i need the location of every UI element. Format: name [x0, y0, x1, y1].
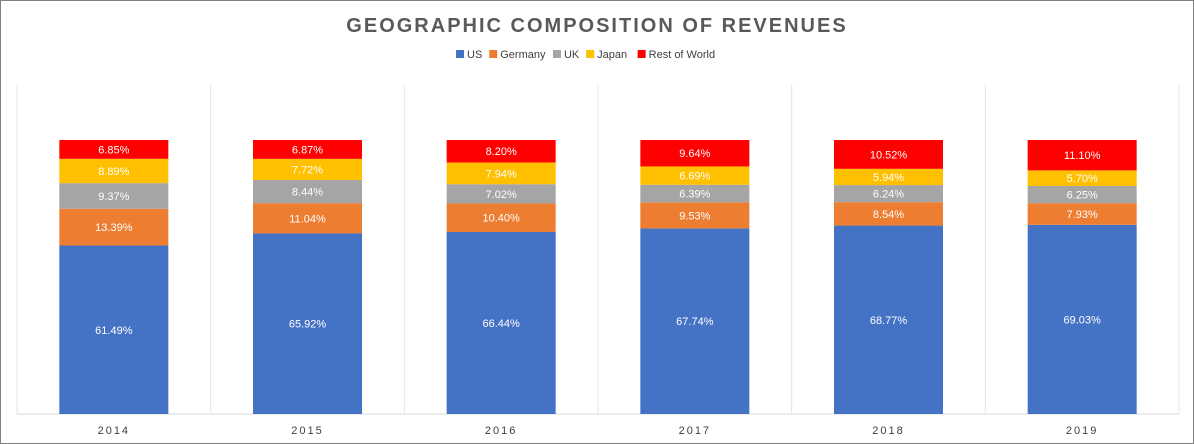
legend-label: Rest of World	[649, 49, 715, 61]
data-label-rest-of-world-2018: 10.52%	[870, 149, 908, 161]
bar-us-2019	[1027, 224, 1137, 414]
data-label-japan-2014: 8.89%	[98, 166, 129, 178]
bar-uk-2017	[640, 184, 750, 203]
x-tick-label: 2015	[291, 425, 323, 437]
legend-label: Germany	[500, 49, 546, 61]
data-label-uk-2016: 7.02%	[486, 189, 517, 201]
bar-us-2017	[640, 228, 750, 414]
data-label-rest-of-world-2017: 9.64%	[679, 148, 710, 160]
legend-item-rest-of-world: Rest of World	[637, 49, 715, 61]
data-label-us-2019: 69.03%	[1064, 314, 1102, 326]
legend-label: US	[467, 49, 482, 61]
data-label-us-2018: 68.77%	[870, 315, 908, 327]
bar-us-2014	[59, 245, 169, 414]
x-tick-label: 2014	[98, 425, 130, 437]
bar-uk-2014	[59, 183, 169, 209]
bar-rest-of-world-2015	[253, 140, 362, 159]
bar-japan-2017	[640, 166, 750, 185]
bar-germany-2019	[1027, 203, 1137, 225]
legend-label: UK	[564, 49, 580, 61]
legend-label: Japan	[597, 49, 627, 61]
legend-swatch	[637, 50, 646, 58]
data-label-uk-2014: 9.37%	[98, 191, 129, 203]
plot-area: 61.49% 13.39% 9.37% 8.89% 6.85% 2014 65.92% 11.…	[16, 85, 1180, 437]
data-label-germany-2016: 10.40%	[483, 213, 521, 225]
x-tick-label: 2016	[485, 425, 517, 437]
bar-rest-of-world-2014	[59, 140, 169, 159]
data-label-us-2016: 66.44%	[483, 318, 521, 330]
data-label-uk-2019: 6.25%	[1067, 190, 1098, 202]
legend-item-germany: Germany	[489, 49, 546, 61]
bar-germany-2016	[446, 203, 556, 232]
bar-germany-2018	[834, 202, 943, 226]
bar-germany-2014	[59, 208, 169, 246]
data-label-germany-2015: 11.04%	[289, 213, 326, 225]
data-label-uk-2018: 6.24%	[873, 189, 904, 201]
data-label-rest-of-world-2015: 6.87%	[292, 144, 323, 156]
data-label-rest-of-world-2016: 8.20%	[486, 146, 517, 158]
bar-japan-2016	[446, 162, 556, 185]
bar-us-2015	[253, 233, 362, 414]
data-label-japan-2018: 5.94%	[873, 172, 904, 184]
data-label-germany-2018: 8.54%	[873, 209, 904, 221]
bar-uk-2016	[446, 184, 556, 204]
data-label-rest-of-world-2019: 11.10%	[1064, 150, 1101, 162]
bar-germany-2015	[253, 203, 362, 234]
bar-rest-of-world-2019	[1027, 139, 1137, 171]
bar-us-2018	[834, 225, 943, 414]
data-label-germany-2019: 7.93%	[1067, 209, 1098, 221]
legend-item-uk: UK	[552, 49, 580, 61]
x-tick-label: 2019	[1066, 425, 1098, 437]
x-tick-label: 2018	[872, 425, 904, 437]
data-label-germany-2017: 9.53%	[679, 210, 710, 222]
bar-germany-2017	[640, 202, 750, 229]
data-label-us-2015: 65.92%	[289, 319, 327, 331]
chart-title: GEOGRAPHIC COMPOSITION OF REVENUES	[346, 15, 847, 37]
data-label-japan-2019: 5.70%	[1067, 173, 1098, 185]
legend-swatch	[489, 50, 498, 58]
data-label-rest-of-world-2014: 6.85%	[98, 144, 129, 156]
bar-uk-2018	[834, 185, 943, 203]
data-label-uk-2017: 6.39%	[679, 189, 710, 201]
bar-us-2016	[446, 231, 556, 414]
bar-uk-2015	[253, 180, 362, 204]
data-label-japan-2016: 7.94%	[486, 168, 517, 180]
legend-swatch	[456, 50, 465, 58]
legend: US Germany UK Japan Rest of World	[456, 49, 715, 61]
bar-rest-of-world-2016	[446, 140, 556, 163]
bar-japan-2015	[253, 158, 362, 181]
legend-item-japan: Japan	[586, 49, 627, 61]
bar-rest-of-world-2017	[640, 140, 750, 167]
legend-item-us: US	[456, 49, 482, 61]
data-label-us-2017: 67.74%	[676, 316, 714, 328]
bar-japan-2014	[59, 158, 169, 184]
legend-swatch	[586, 50, 595, 58]
data-label-japan-2017: 6.69%	[679, 171, 710, 183]
bar-uk-2019	[1027, 186, 1137, 204]
legend-swatch	[552, 50, 561, 58]
data-label-uk-2015: 8.44%	[292, 187, 323, 199]
data-label-us-2014: 61.49%	[95, 325, 133, 337]
bar-rest-of-world-2018	[834, 139, 943, 169]
x-tick-label: 2017	[679, 425, 711, 437]
data-label-japan-2015: 7.72%	[292, 164, 323, 176]
bar-japan-2019	[1027, 170, 1137, 187]
bar-japan-2018	[834, 168, 943, 186]
data-label-germany-2014: 13.39%	[95, 222, 133, 234]
